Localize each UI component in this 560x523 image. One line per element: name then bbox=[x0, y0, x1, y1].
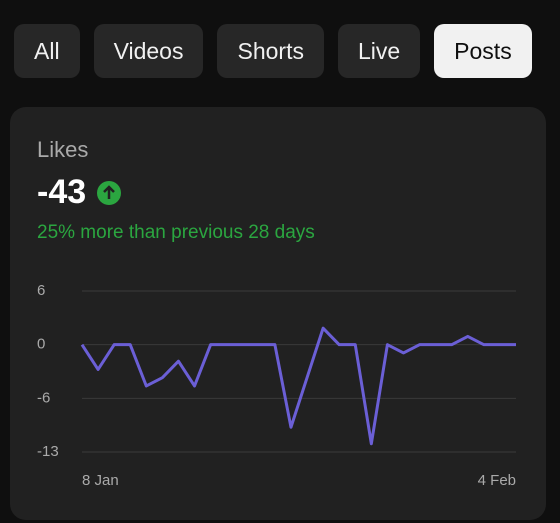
tab[interactable]: Live bbox=[337, 24, 421, 78]
x-tick-label: 8 Jan bbox=[82, 472, 119, 489]
tab[interactable]: Shorts bbox=[217, 24, 324, 78]
tab[interactable]: Videos bbox=[93, 24, 204, 78]
tab[interactable]: All bbox=[14, 24, 80, 78]
x-tick-label: 4 Feb bbox=[478, 472, 516, 489]
tab[interactable]: Posts bbox=[434, 24, 532, 78]
card-title: Likes bbox=[37, 137, 89, 162]
value-text: -43 bbox=[37, 173, 87, 211]
y-tick-label: -13 bbox=[37, 443, 59, 460]
card-value: -43 bbox=[37, 173, 122, 212]
likes-card: Likes -43 25% more than previous 28 days bbox=[10, 107, 546, 520]
tab-bar: All Videos Shorts Live Posts bbox=[14, 24, 532, 78]
change-text: 25% more than previous 28 days bbox=[37, 222, 315, 243]
line-series bbox=[80, 326, 516, 446]
up-icon bbox=[97, 180, 122, 205]
y-tick-label: 6 bbox=[37, 282, 45, 299]
y-tick-label: -6 bbox=[37, 389, 50, 406]
y-tick-label: 0 bbox=[37, 336, 45, 353]
